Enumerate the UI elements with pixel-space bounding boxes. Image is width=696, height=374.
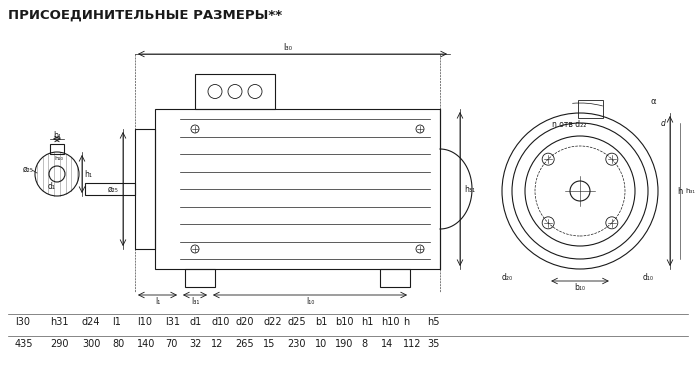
Text: h₁₀: h₁₀ bbox=[54, 156, 63, 160]
Text: h1: h1 bbox=[361, 317, 373, 327]
Text: h5: h5 bbox=[427, 317, 439, 327]
Text: d₁: d₁ bbox=[48, 181, 56, 190]
Bar bbox=[195, 74, 275, 109]
Text: 230: 230 bbox=[287, 339, 306, 349]
Text: l₃₁: l₃₁ bbox=[191, 297, 199, 306]
Text: d22: d22 bbox=[263, 317, 282, 327]
Text: 10: 10 bbox=[315, 339, 327, 349]
Text: 32: 32 bbox=[189, 339, 201, 349]
Text: d24: d24 bbox=[82, 317, 100, 327]
Bar bbox=[578, 100, 603, 118]
Text: 80: 80 bbox=[112, 339, 125, 349]
Text: b10: b10 bbox=[335, 317, 354, 327]
Text: d20: d20 bbox=[235, 317, 253, 327]
Text: ø₂₅: ø₂₅ bbox=[108, 184, 118, 193]
Text: h: h bbox=[403, 317, 409, 327]
Text: 70: 70 bbox=[165, 339, 177, 349]
Text: 190: 190 bbox=[335, 339, 354, 349]
Text: 35: 35 bbox=[427, 339, 439, 349]
Bar bbox=[85, 183, 135, 195]
Text: h₃₁: h₃₁ bbox=[464, 184, 475, 193]
Text: ø₂₅: ø₂₅ bbox=[22, 165, 33, 174]
Text: h31: h31 bbox=[50, 317, 68, 327]
Bar bbox=[185, 269, 215, 287]
Text: 8: 8 bbox=[361, 339, 367, 349]
Text: 112: 112 bbox=[403, 339, 422, 349]
Text: h₁: h₁ bbox=[84, 169, 92, 178]
Text: 140: 140 bbox=[137, 339, 155, 349]
Text: 14: 14 bbox=[381, 339, 393, 349]
Text: b₁₀: b₁₀ bbox=[574, 282, 585, 291]
Text: d₂₀: d₂₀ bbox=[501, 273, 512, 282]
Text: ПРИСОЕДИНИТЕЛЬНЫЕ РАЗМЕРЫ**: ПРИСОЕДИНИТЕЛЬНЫЕ РАЗМЕРЫ** bbox=[8, 9, 282, 22]
Text: l₁: l₁ bbox=[155, 297, 160, 306]
Text: 15: 15 bbox=[263, 339, 276, 349]
Text: l10: l10 bbox=[137, 317, 152, 327]
Bar bbox=[380, 269, 410, 287]
Text: l₁₀: l₁₀ bbox=[306, 297, 314, 306]
Text: d25: d25 bbox=[287, 317, 306, 327]
Text: n отв d₂₂: n отв d₂₂ bbox=[552, 120, 586, 129]
Text: d: d bbox=[661, 119, 665, 128]
Text: l31: l31 bbox=[165, 317, 180, 327]
Text: 12: 12 bbox=[211, 339, 223, 349]
Text: l30: l30 bbox=[15, 317, 30, 327]
Text: b₁: b₁ bbox=[53, 131, 61, 140]
Text: h: h bbox=[677, 187, 683, 196]
Text: 435: 435 bbox=[15, 339, 33, 349]
Text: 265: 265 bbox=[235, 339, 253, 349]
Text: α: α bbox=[650, 96, 656, 105]
Text: d1: d1 bbox=[189, 317, 201, 327]
Text: l₃₀: l₃₀ bbox=[283, 43, 292, 52]
Text: b1: b1 bbox=[315, 317, 327, 327]
Text: h₃₁: h₃₁ bbox=[685, 188, 695, 194]
Text: d10: d10 bbox=[211, 317, 230, 327]
Text: h10: h10 bbox=[381, 317, 400, 327]
Bar bbox=[135, 129, 155, 249]
Bar bbox=[50, 144, 64, 154]
Text: 290: 290 bbox=[50, 339, 68, 349]
Text: 300: 300 bbox=[82, 339, 100, 349]
Text: d₁₀: d₁₀ bbox=[642, 273, 654, 282]
Bar bbox=[155, 109, 440, 269]
Text: l1: l1 bbox=[112, 317, 121, 327]
